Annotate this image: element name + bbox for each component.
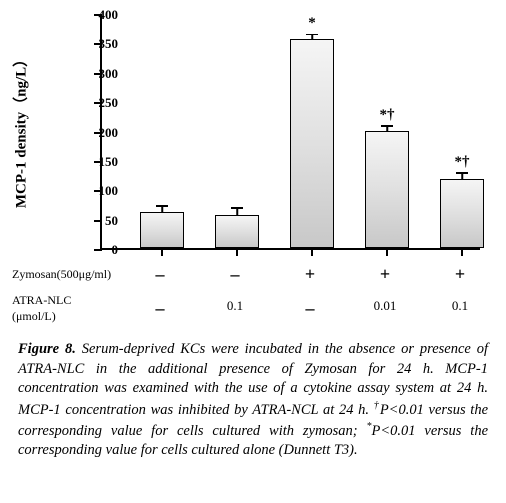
atra-value: – — [156, 298, 165, 319]
x-tick — [311, 248, 313, 256]
y-tick-label: 0 — [112, 242, 119, 258]
error-bar — [311, 35, 313, 39]
x-tick — [461, 248, 463, 256]
atra-value: – — [306, 298, 315, 319]
atra-value: 0.01 — [374, 298, 397, 314]
bar — [140, 212, 184, 248]
error-cap — [306, 34, 318, 36]
bar-group: *† — [440, 13, 484, 248]
error-bar — [236, 209, 238, 215]
y-tick-label: 150 — [99, 154, 119, 170]
atra-row-label-2: (μmol/L) — [12, 309, 56, 324]
y-tick-label: 50 — [105, 213, 118, 229]
y-tick-label: 200 — [99, 125, 119, 141]
bar-group — [140, 13, 184, 248]
plot-box: * *† *† — [100, 15, 480, 250]
error-cap — [456, 172, 468, 174]
y-tick-label: 100 — [99, 183, 119, 199]
bar-group: *† — [365, 13, 409, 248]
bar — [215, 215, 259, 248]
atra-value: 0.1 — [227, 298, 243, 314]
zymosan-row-label: Zymosan(500μg/ml) — [12, 267, 111, 282]
significance-marker: *† — [455, 154, 470, 171]
y-tick — [94, 249, 102, 251]
zymosan-value: + — [305, 264, 315, 285]
bar-group — [215, 13, 259, 248]
x-tick — [161, 248, 163, 256]
figure-caption: Figure 8. Serum-deprived KCs were incuba… — [18, 340, 488, 461]
error-cap — [381, 125, 393, 127]
bar-group: * — [290, 13, 334, 248]
bar — [440, 179, 484, 248]
y-tick-label: 400 — [99, 7, 119, 23]
error-bar — [386, 127, 388, 131]
error-bar — [161, 207, 163, 212]
significance-marker: * — [308, 15, 316, 32]
figure-label: Figure 8. — [18, 341, 76, 357]
y-tick-label: 350 — [99, 36, 119, 52]
zymosan-value: + — [455, 264, 465, 285]
y-tick-label: 250 — [99, 95, 119, 111]
x-tick — [386, 248, 388, 256]
atra-value: 0.1 — [452, 298, 468, 314]
bar — [290, 39, 334, 248]
error-cap — [156, 205, 168, 207]
error-cap — [231, 207, 243, 209]
y-axis-label: MCP-1 density（ng/L） — [10, 52, 31, 208]
error-bar — [461, 174, 463, 179]
chart-area: * *† *† — [100, 15, 480, 250]
atra-row-label-1: ATRA-NLC — [12, 293, 71, 308]
zymosan-value: – — [231, 264, 240, 285]
bar — [365, 131, 409, 249]
x-tick — [236, 248, 238, 256]
zymosan-value: – — [156, 264, 165, 285]
significance-marker: *† — [380, 107, 395, 124]
zymosan-value: + — [380, 264, 390, 285]
y-tick — [94, 220, 102, 222]
y-tick-label: 300 — [99, 66, 119, 82]
